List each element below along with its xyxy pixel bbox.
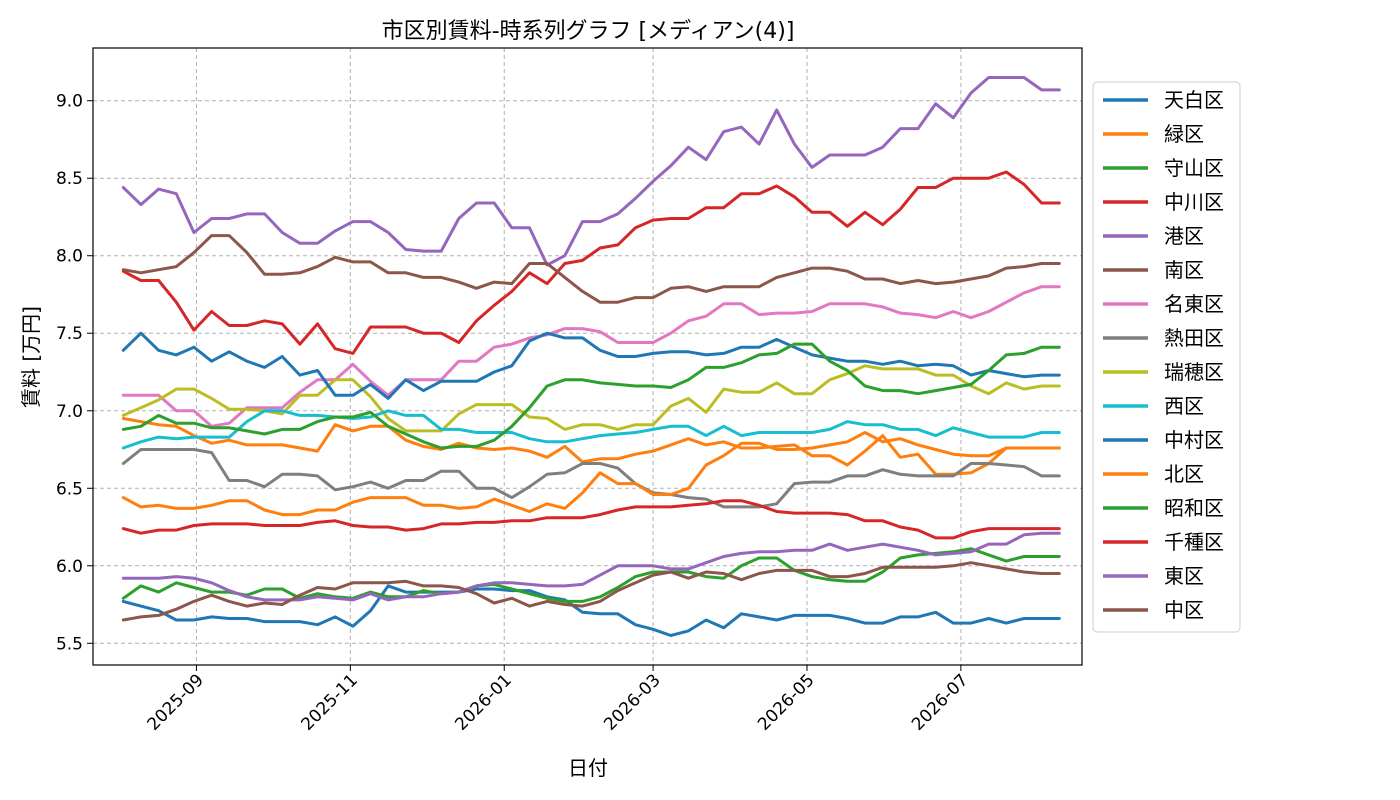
legend-label: 西区: [1164, 394, 1204, 418]
legend-label: 北区: [1164, 462, 1204, 486]
series-line-6: [121, 285, 1061, 428]
legend-label: 中区: [1164, 598, 1204, 622]
series-line-4: [121, 76, 1061, 267]
legend-label: 熱田区: [1164, 326, 1224, 350]
series-line-5: [121, 234, 1061, 304]
series-line-12: [121, 342, 1061, 450]
legend-label: 名東区: [1164, 292, 1224, 316]
legend-label: 港区: [1164, 224, 1204, 248]
series-line-7: [121, 448, 1061, 509]
series-line-15: [121, 561, 1061, 622]
legend-label: 千種区: [1164, 530, 1224, 554]
legend-label: 緑区: [1164, 122, 1204, 146]
y-tick-label: 5.5: [56, 634, 83, 654]
chart-title: 市区別賃料-時系列グラフ [メディアン(4)]: [382, 19, 795, 44]
x-axis-title: 日付: [568, 756, 608, 780]
legend-label: 守山区: [1164, 156, 1224, 180]
legend-box: [1092, 81, 1241, 633]
y-tick-label: 8.0: [56, 247, 83, 267]
y-tick-label: 7.0: [56, 402, 83, 422]
series-line-8: [121, 364, 1061, 433]
y-tick-label: 6.0: [56, 557, 83, 577]
legend-label: 天白区: [1164, 88, 1224, 112]
series-line-2: [121, 547, 1061, 603]
y-axis-title: 賃料 [万円]: [19, 306, 43, 408]
series-line-11: [121, 431, 1061, 517]
legend-label: 瑞穂区: [1164, 360, 1224, 384]
series-line-10: [121, 331, 1061, 400]
legend-label: 中村区: [1164, 428, 1224, 452]
legend-label: 中川区: [1164, 190, 1224, 214]
y-tick-label: 7.5: [56, 324, 83, 344]
series-line-1: [121, 417, 1061, 476]
series-line-3: [121, 170, 1061, 355]
y-tick-label: 8.5: [56, 169, 83, 189]
series-line-14: [121, 531, 1061, 602]
legend-label: 南区: [1164, 258, 1204, 282]
series-line-9: [121, 409, 1061, 450]
y-tick-label: 9.0: [56, 92, 83, 112]
legend-label: 昭和区: [1164, 496, 1224, 520]
series-line-0: [121, 584, 1061, 637]
legend-label: 東区: [1164, 564, 1204, 588]
y-axis-ticks: 5.5 6.0 6.5 7.0 7.5 8.0 8.5 9.0: [56, 92, 93, 654]
plot-frame: [92, 47, 1083, 666]
series-line-13: [121, 499, 1061, 540]
y-tick-label: 6.5: [56, 479, 83, 499]
legend: 天白区緑区守山区中川区港区南区名東区熱田区瑞穂区西区中村区北区昭和区千種区東区中…: [1092, 81, 1241, 633]
series-layer: [121, 76, 1061, 637]
